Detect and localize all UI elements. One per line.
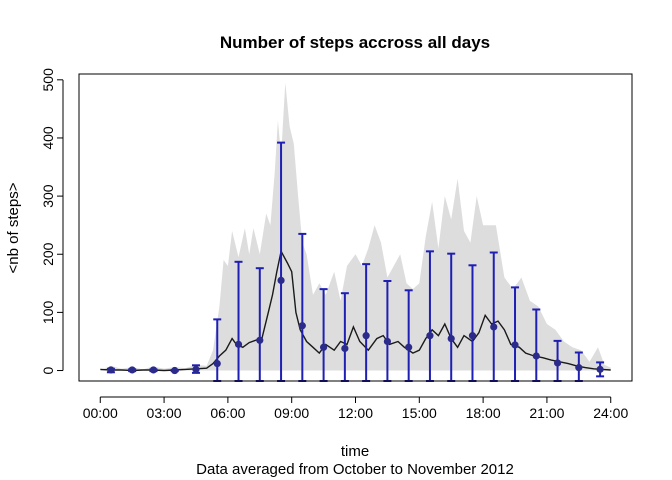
x-tick-label-8: 24:00 [593,405,628,421]
x-tick-label-7: 21:00 [529,405,564,421]
hourly-mean-point-0 [107,366,115,374]
hourly-mean-point-10 [319,343,328,351]
x-tick-label-3: 09:00 [274,405,309,421]
hourly-mean-point-17 [468,332,477,340]
hourly-mean-point-1 [128,366,136,374]
hourly-mean-point-5 [213,359,221,368]
chart-title: Number of steps accross all days [220,33,490,52]
hourly-mean-point-3 [171,366,179,375]
hourly-mean-point-18 [490,323,498,331]
y-tick-label-1: 100 [40,300,56,324]
hourly-mean-point-23 [596,365,604,373]
upper-band-area [100,82,611,371]
y-tick-label-4: 400 [40,126,56,150]
x-tick-label-4: 12:00 [338,405,373,421]
hourly-mean-point-2 [149,366,158,374]
x-tick-label-0: 00:00 [83,405,118,421]
x-axis-label: time [341,443,369,460]
plot-area [100,82,611,382]
x-axis: 00:00 03:00 06:00 09:00 12:00 15:00 18:00 21:00… [83,396,628,421]
y-axis-label: <nb of steps> [5,182,22,273]
y-axis: 0 100 200 300 400 500 [40,68,64,374]
hourly-mean-point-6 [234,340,243,348]
hourly-mean-point-12 [362,332,370,340]
hourly-mean-point-16 [447,334,455,343]
hourly-mean-point-11 [341,344,349,353]
hourly-mean-point-4 [192,365,200,373]
hourly-mean-point-9 [298,322,306,330]
hourly-mean-point-21 [553,359,562,367]
chart-subtitle: Data averaged from October to November 2… [196,461,514,478]
y-tick-label-0: 0 [40,366,56,374]
hourly-mean-point-15 [426,332,434,340]
y-tick-label-2: 200 [40,242,56,266]
y-tick-label-5: 500 [40,68,56,92]
hourly-mean-point-8 [277,276,285,285]
x-tick-label-5: 15:00 [402,405,437,421]
hourly-mean-point-20 [532,352,540,360]
y-tick-label-3: 300 [40,184,56,208]
hourly-mean-point-7 [256,336,264,344]
hourly-mean-point-14 [405,343,413,351]
x-tick-label-1: 03:00 [147,405,182,421]
x-tick-label-2: 06:00 [210,405,245,421]
hourly-mean-point-19 [511,341,519,349]
plot-frame [78,73,633,382]
x-tick-label-6: 18:00 [466,405,501,421]
hourly-mean-point-13 [383,337,392,346]
hourly-mean-point-22 [575,364,583,372]
